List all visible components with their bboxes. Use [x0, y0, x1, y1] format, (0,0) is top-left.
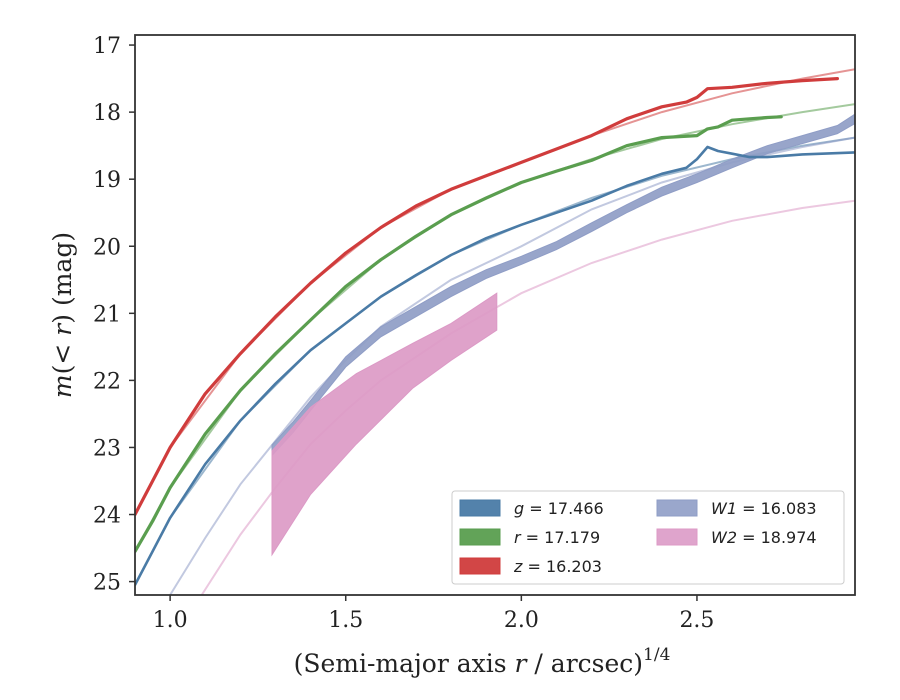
x-axis-title: (Semi-major axis r / arcsec)1/4: [294, 645, 671, 678]
line-series: [135, 77, 855, 587]
legend-item-w1: W1 = 16.083: [656, 499, 817, 518]
legend-swatch: [656, 499, 698, 517]
y-tick-label: 21: [93, 302, 121, 327]
band-w2: [271, 292, 498, 557]
y-tick-label: 25: [93, 571, 121, 596]
y-tick-label: 19: [93, 168, 121, 193]
legend-swatch: [656, 528, 698, 546]
y-tick-label: 20: [93, 235, 121, 260]
legend: g = 17.466 r = 17.179 z = 16.203 W1 = 16.08…: [451, 490, 845, 585]
legend-box: [451, 490, 845, 585]
y-tick-label: 18: [93, 101, 121, 126]
x-tick-label: 2.0: [504, 608, 539, 633]
x-tick-label: 2.5: [679, 608, 714, 633]
legend-item-z: z = 16.203: [459, 557, 602, 576]
legend-label: g = 17.466: [514, 499, 604, 518]
y-tick-label: 23: [93, 436, 121, 461]
legend-swatch: [459, 528, 501, 546]
y-tick-label: 22: [93, 369, 121, 394]
x-tick-label: 1.5: [328, 608, 363, 633]
legend-item-w2: W2 = 18.974: [656, 528, 817, 547]
series-line-g: [135, 145, 855, 587]
x-axis-ticks: 1.0 1.5 2.0 2.5: [153, 595, 714, 633]
band-w1: [271, 113, 855, 457]
x-tick-label: 1.0: [153, 608, 188, 633]
legend-item-g: g = 17.466: [459, 499, 604, 518]
legend-label: W2 = 18.974: [711, 528, 817, 547]
legend-label: r = 17.179: [514, 528, 600, 547]
legend-label: z = 16.203: [513, 557, 602, 576]
y-axis-ticks: 17 18 19 20 21 22 23 24 25: [93, 34, 135, 596]
band-series: [271, 113, 855, 557]
legend-label: W1 = 16.083: [711, 499, 817, 518]
y-tick-label: 17: [93, 34, 121, 59]
series-line-r: [135, 115, 783, 553]
legend-item-r: r = 17.179: [459, 528, 600, 547]
legend-swatch: [459, 499, 501, 517]
series-line-z: [135, 77, 839, 517]
plot-area: [135, 68, 855, 595]
model-curve-2: [135, 68, 855, 515]
y-tick-label: 24: [93, 504, 121, 529]
plot-frame: [134, 34, 856, 596]
legend-swatch: [459, 557, 501, 575]
y-axis-title: m(< r) (mag): [48, 232, 77, 398]
